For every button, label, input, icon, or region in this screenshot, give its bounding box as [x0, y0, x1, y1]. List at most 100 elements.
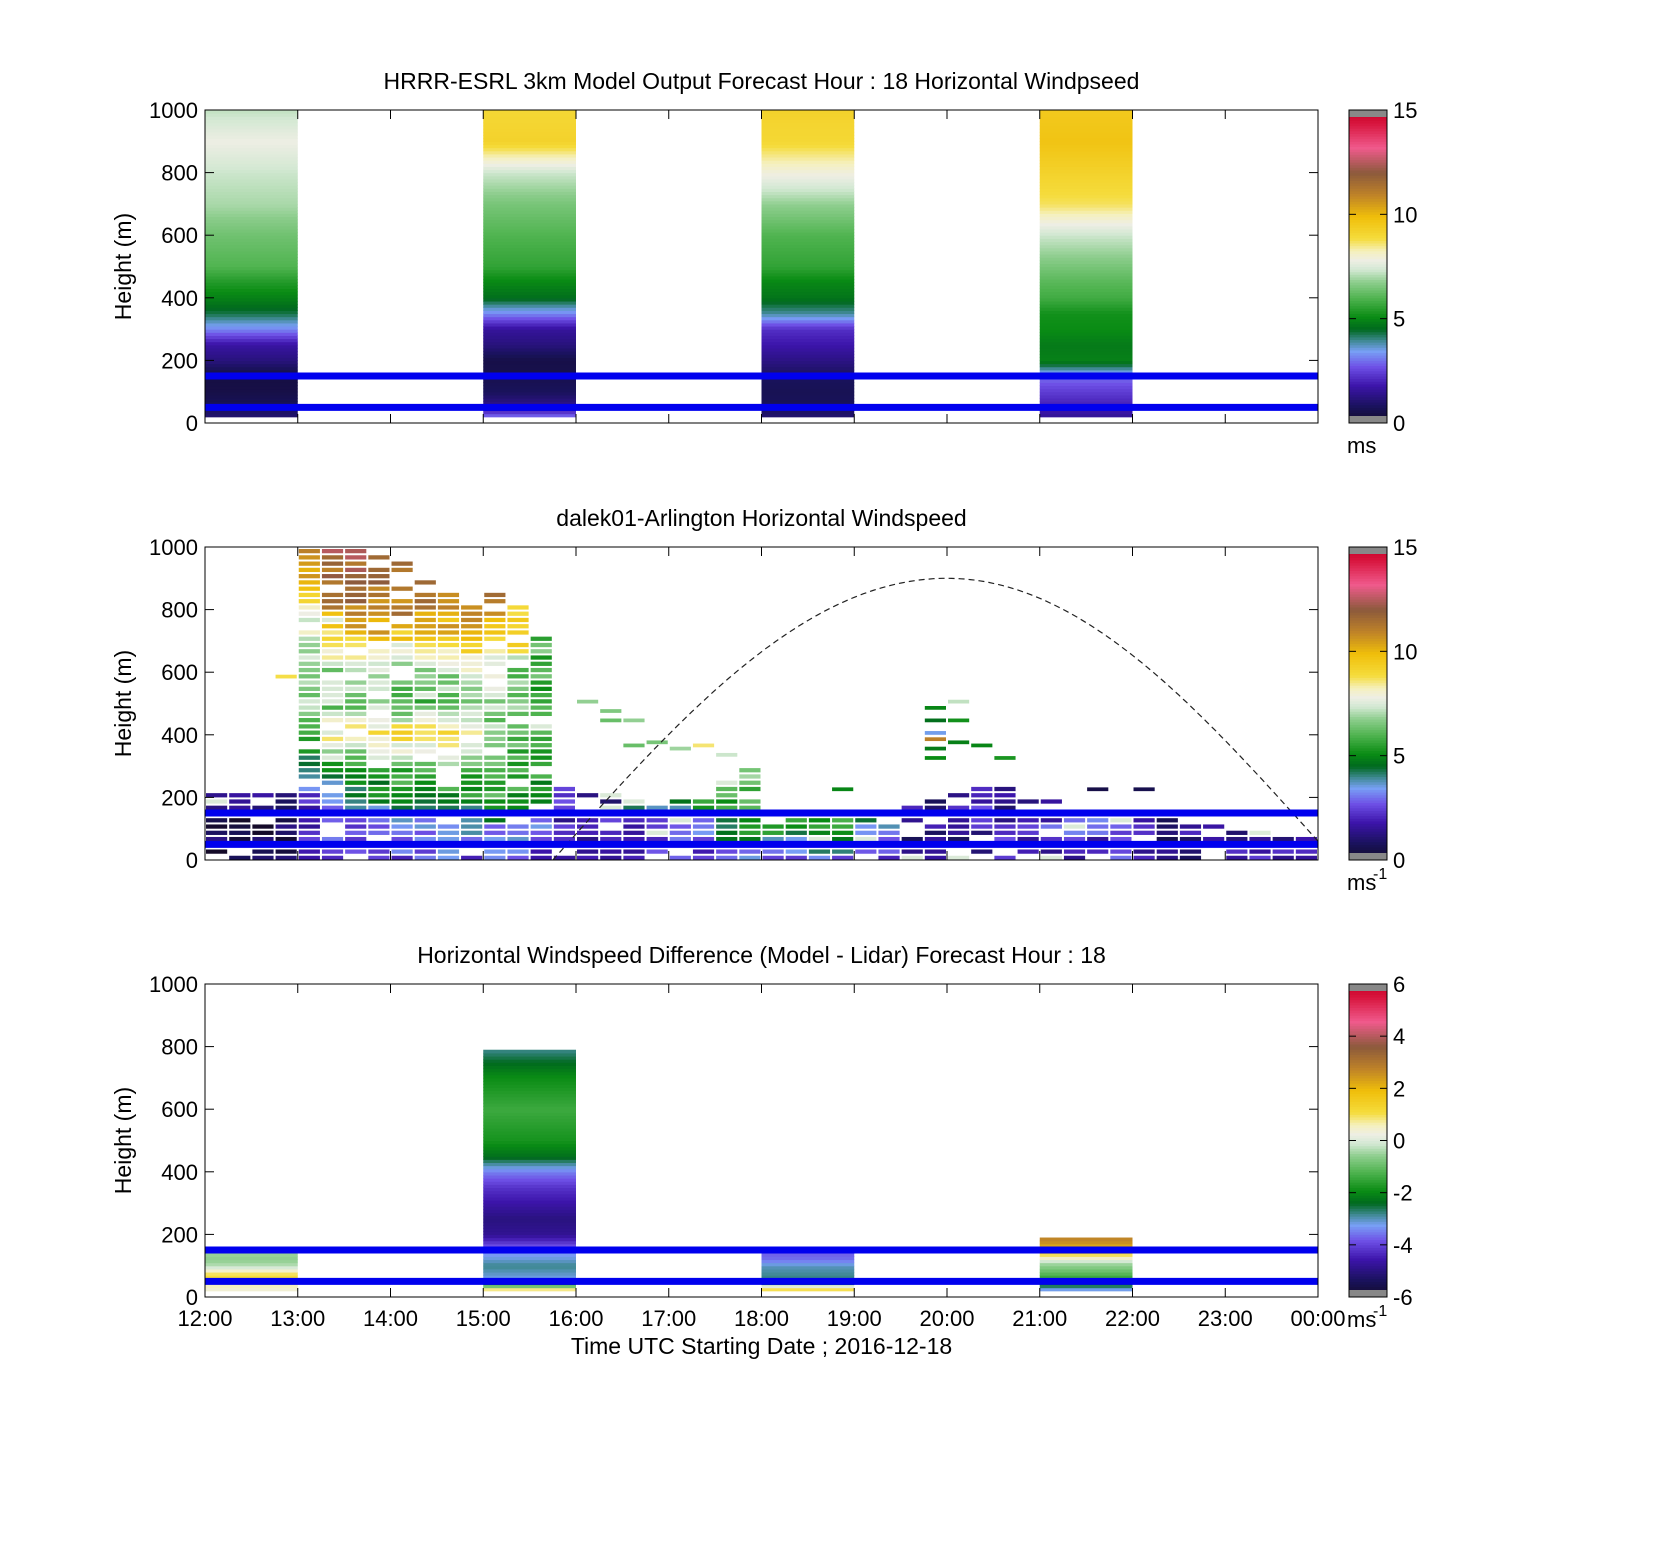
colorbar-swatch [1349, 365, 1387, 369]
heatmap-cell [484, 705, 506, 710]
colorbar-swatch [1349, 149, 1387, 153]
heatmap-cell [414, 830, 436, 835]
heatmap-cell [205, 307, 298, 311]
colorbar-swatch [1349, 1208, 1387, 1212]
heatmap-cell [761, 156, 855, 161]
heatmap-cell [1039, 216, 1133, 221]
x-tick-label: 15:00 [456, 1306, 511, 1331]
heatmap-cell [345, 586, 367, 591]
colorbar-swatch [1349, 313, 1387, 317]
heatmap-cell [483, 253, 576, 258]
colorbar-swatch [1349, 1263, 1387, 1267]
heatmap-cell [484, 699, 506, 704]
heatmap-cell [391, 836, 413, 842]
heatmap-cell [368, 786, 390, 792]
heatmap-cell [692, 743, 715, 748]
heatmap-cell [808, 824, 831, 829]
heatmap-cell [761, 410, 855, 415]
heatmap-cell [484, 649, 506, 654]
heatmap-cell [1039, 275, 1133, 280]
heatmap-cell [461, 649, 483, 654]
heatmap-cell [761, 207, 855, 211]
heatmap-cell [206, 818, 228, 823]
heatmap-cell [785, 836, 807, 842]
heatmap-cell [716, 780, 738, 785]
heatmap-cell [483, 232, 576, 236]
colorbar-tick-label: -4 [1393, 1233, 1413, 1258]
colorbar-swatch [1349, 1057, 1387, 1061]
heatmap-cell [761, 188, 855, 192]
colorbar-swatch [1349, 222, 1387, 226]
heatmap-cell [391, 818, 413, 823]
colorbar-swatch [1349, 412, 1387, 416]
y-tick-label: 800 [161, 1035, 198, 1060]
heatmap-cell [368, 768, 390, 773]
colorbar-swatch [1349, 771, 1387, 775]
heatmap-cell [716, 805, 738, 810]
heatmap-cell [530, 730, 552, 735]
colorbar-swatch [1349, 1265, 1387, 1269]
heatmap-cell [483, 338, 576, 343]
heatmap-cell [483, 119, 576, 124]
heatmap-cell [1039, 1243, 1133, 1248]
y-tick-label: 600 [161, 660, 198, 685]
heatmap-cell [948, 718, 970, 723]
heatmap-cell [321, 642, 344, 648]
heatmap-cell [483, 1174, 576, 1179]
heatmap-cell [345, 780, 367, 785]
heatmap-cell [483, 210, 576, 214]
heatmap-cell [483, 1162, 576, 1167]
heatmap-cell [761, 397, 855, 402]
heatmap-cell [483, 300, 576, 305]
heatmap-cell [368, 686, 390, 691]
colorbar-swatch [1349, 164, 1387, 168]
heatmap-cell [483, 1115, 576, 1120]
colorbar-swatch [1349, 1205, 1387, 1209]
heatmap-cell [761, 175, 855, 180]
colorbar-swatch [1349, 284, 1387, 288]
x-tick-label: 19:00 [827, 1306, 882, 1331]
heatmap-cell [205, 122, 298, 127]
heatmap-cell [1039, 316, 1133, 321]
heatmap-cell [1039, 329, 1133, 333]
heatmap-cell [1156, 830, 1178, 835]
heatmap-cell [483, 203, 576, 208]
heatmap-cell [461, 730, 483, 735]
heatmap-cell [1039, 253, 1133, 258]
colorbar-swatch [1349, 698, 1387, 702]
heatmap-cell [1040, 818, 1062, 823]
colorbar-swatch [1349, 1244, 1387, 1248]
heatmap-cell [761, 285, 855, 290]
heatmap-cell [530, 818, 552, 823]
heatmap-cell [461, 642, 483, 648]
heatmap-cell [205, 304, 298, 308]
heatmap-cell [483, 197, 576, 202]
heatmap-cell [483, 141, 576, 146]
heatmap-cell [483, 1112, 576, 1117]
heatmap-cell [1039, 369, 1133, 374]
heatmap-cell [391, 661, 413, 666]
heatmap-cell [205, 338, 298, 343]
x-tick-label: 20:00 [919, 1306, 974, 1331]
colorbar-swatch [1349, 363, 1387, 367]
heatmap-cell [205, 347, 298, 352]
heatmap-cell [530, 649, 552, 654]
heatmap-cell [275, 855, 297, 860]
difference-panel-title: Horizontal Windspeed Difference (Model -… [417, 942, 1106, 968]
colorbar-swatch [1349, 1221, 1387, 1225]
heatmap-cell [761, 354, 855, 358]
difference-heatmap-cells [205, 1049, 1133, 1292]
heatmap-cell [761, 1284, 855, 1289]
heatmap-cell [321, 567, 344, 573]
heatmap-cell [275, 818, 297, 823]
heatmap-cell [761, 369, 855, 374]
heatmap-cell [530, 774, 552, 779]
colorbar-swatch [1349, 123, 1387, 127]
heatmap-cell [623, 743, 645, 748]
heatmap-cell [1039, 385, 1133, 390]
heatmap-cell [483, 1215, 576, 1220]
heatmap-cell [483, 1068, 576, 1073]
heatmap-cell [761, 329, 855, 333]
heatmap-cell [762, 824, 784, 829]
heatmap-cell [1179, 830, 1202, 835]
